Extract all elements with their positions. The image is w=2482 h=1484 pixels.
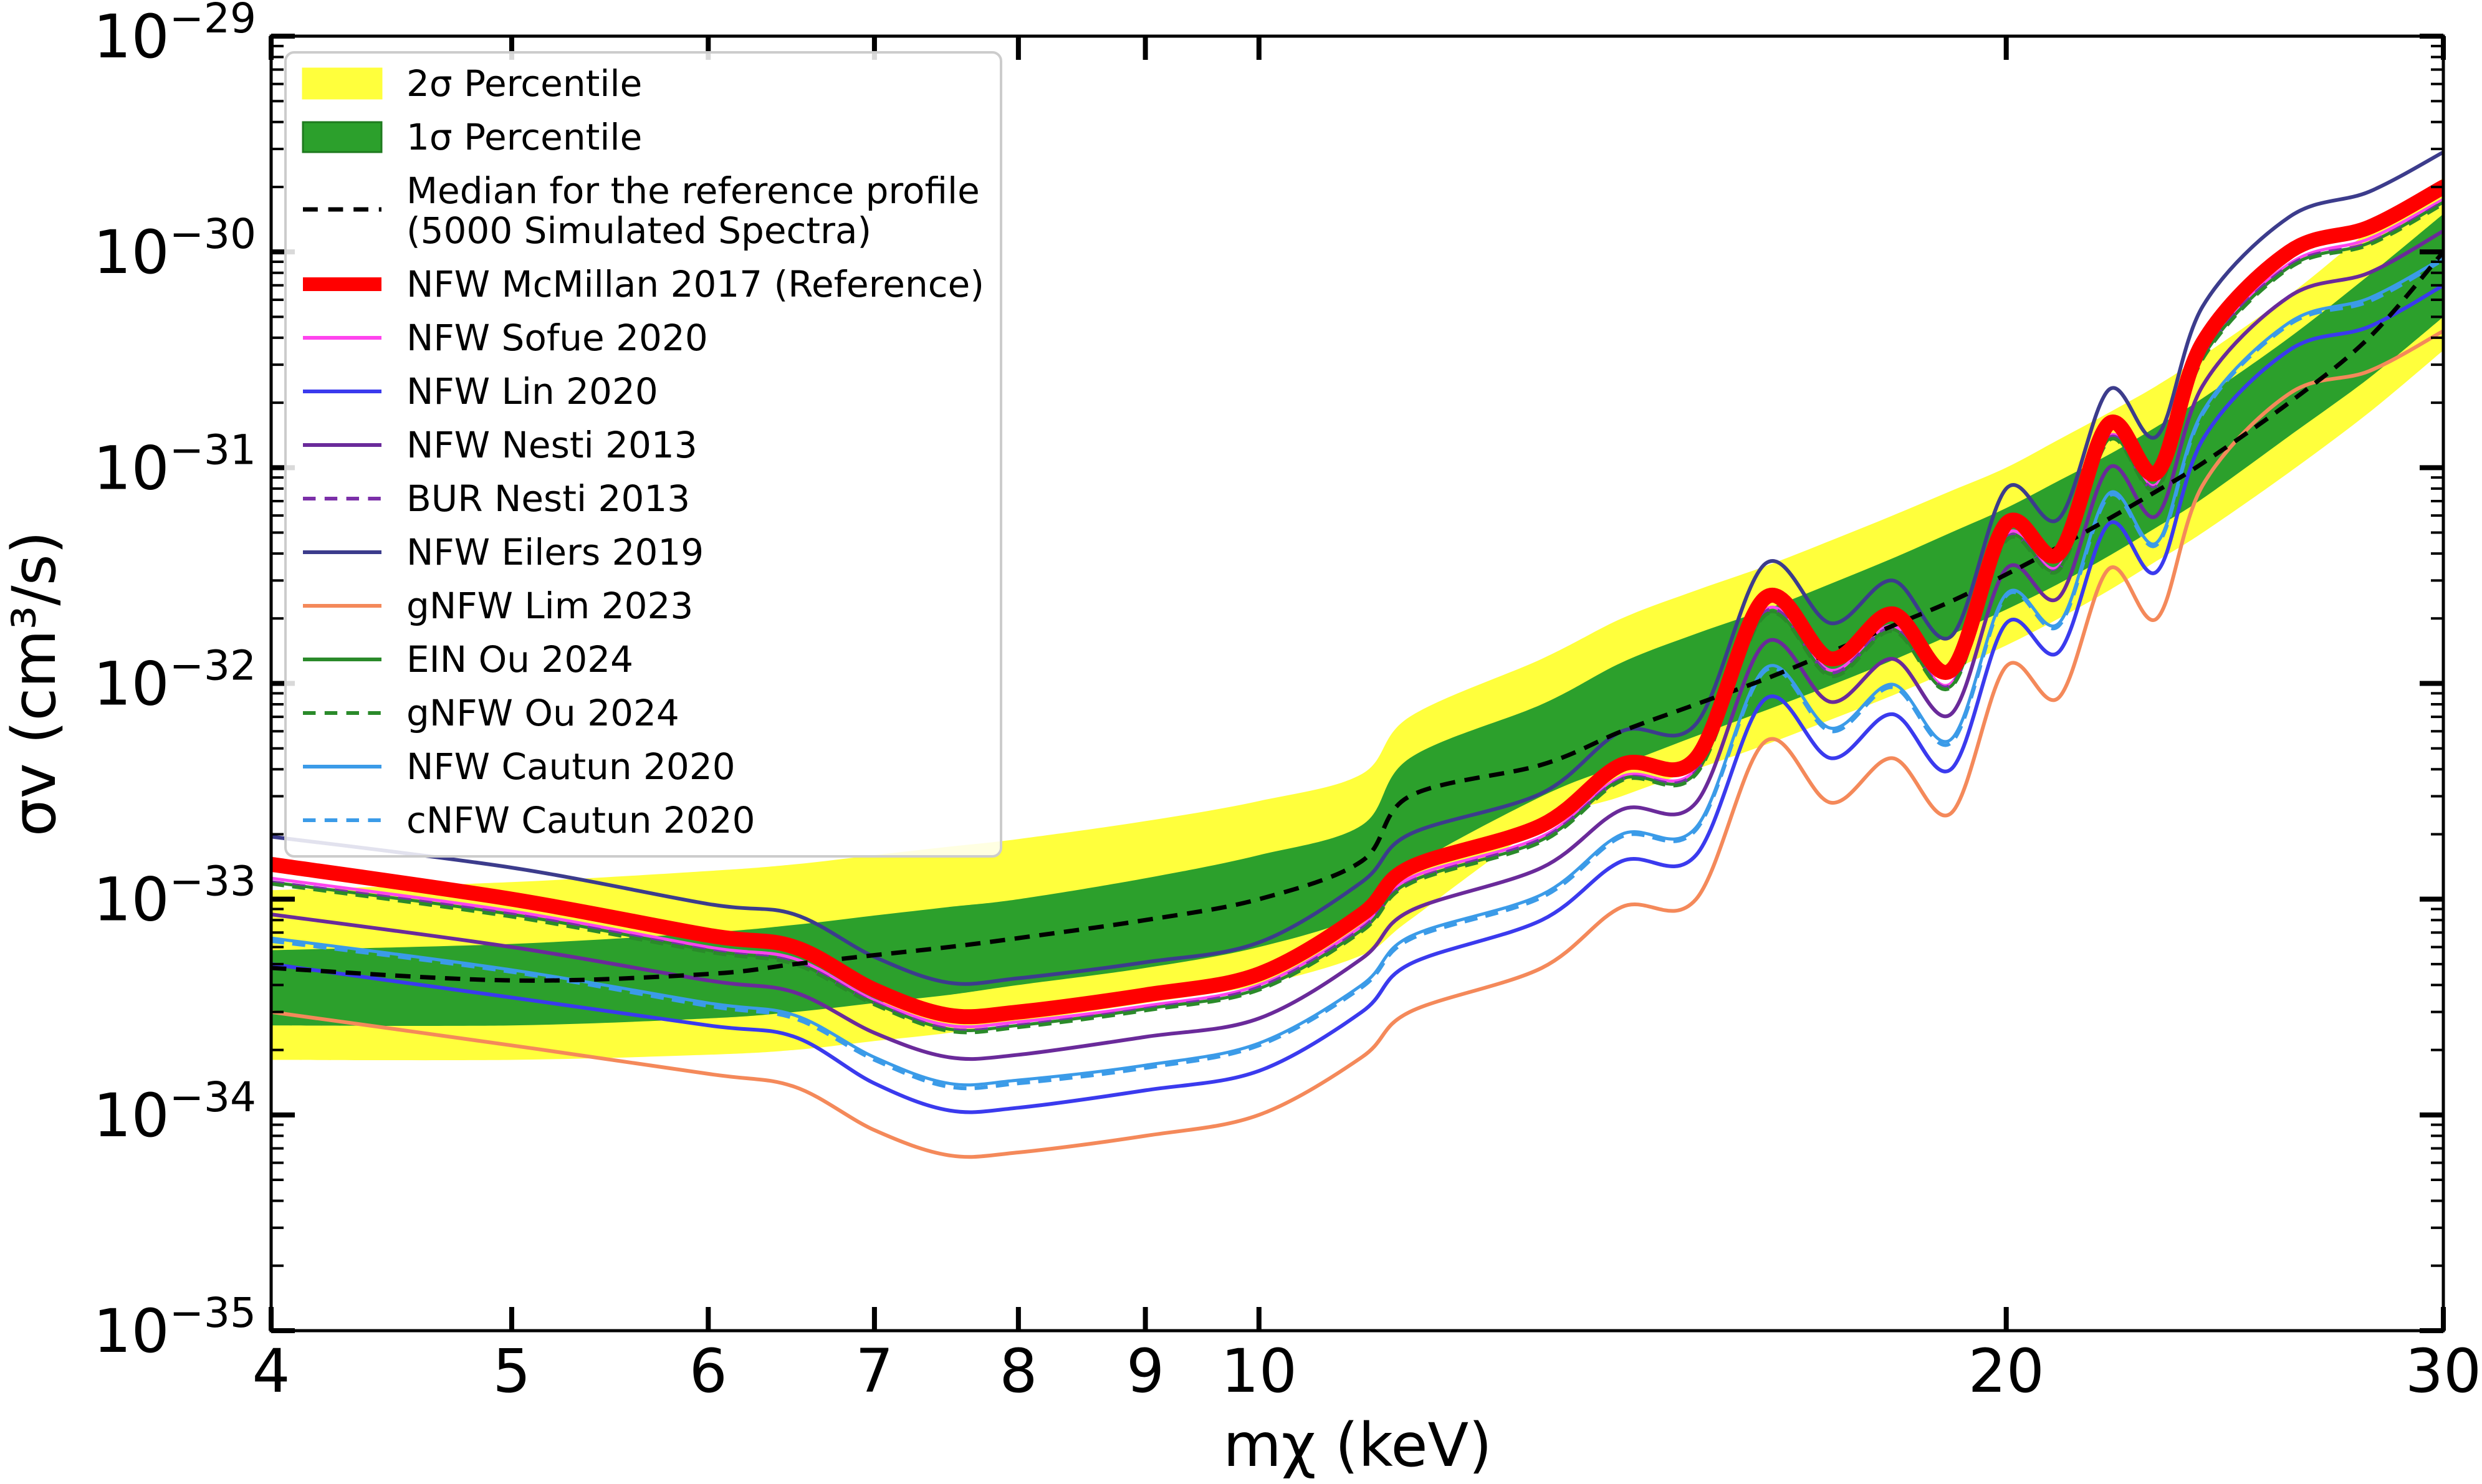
x-axis-label: mχ (keV) (1223, 1410, 1492, 1480)
series-line-nfw-eilers-2019 (271, 150, 2443, 986)
legend-label: NFW Lin 2020 (406, 370, 658, 413)
legend-label: cNFW Cautun 2020 (406, 799, 755, 841)
series-line-nfw-mcmillan-2017-reference (271, 180, 2443, 1025)
y-axis-label: σv (cm³/s) (0, 531, 69, 836)
tick-labels-layer: 4 5 6 7 8 9 10 20 30 10−35 10−34 10−33 10−32 10−31 10−… (93, 0, 2482, 1406)
y-tick-label: 10−30 (93, 210, 256, 287)
legend-label: 2σ Percentile (406, 62, 642, 105)
legend-label: NFW McMillan 2017 (Reference) (406, 263, 984, 305)
series-line-nfw-lin-2020 (271, 283, 2443, 1114)
x-tick-label: 6 (689, 1336, 727, 1406)
x-tick-label: 8 (999, 1336, 1037, 1406)
legend-label: NFW Eilers 2019 (406, 531, 704, 573)
y-tick-label: 10−32 (93, 642, 256, 719)
series-line-gnfw-ou-2024 (271, 202, 2443, 1035)
y-tick-label: 10−29 (93, 0, 256, 72)
legend-label: BUR Nesti 2013 (406, 477, 690, 520)
x-tick-label: 10 (1221, 1336, 1297, 1406)
legend-swatch (302, 67, 383, 100)
x-tick-label: 4 (252, 1336, 290, 1406)
series-line-nfw-sofue-2020 (271, 198, 2443, 1029)
plot-frame (269, 34, 2445, 1333)
x-tick-label: 30 (2405, 1336, 2481, 1406)
series-line-gnfw-lim-2023 (271, 329, 2443, 1159)
x-tick-label: 7 (855, 1336, 893, 1406)
legend-label: 1σ Percentile (406, 116, 642, 158)
x-tick-label: 9 (1126, 1336, 1164, 1406)
legend-label: NFW Cautun 2020 (406, 745, 735, 788)
y-tick-label: 10−31 (93, 426, 256, 503)
legend-label: gNFW Ou 2024 (406, 692, 679, 734)
legend-label: EIN Ou 2024 (406, 638, 633, 681)
x-tick-label: 20 (1968, 1336, 2044, 1406)
y-tick-label: 10−35 (93, 1289, 256, 1366)
y-tick-label: 10−33 (93, 858, 256, 935)
legend-label: NFW Nesti 2013 (406, 424, 697, 466)
series-line-cnfw-cautun-2020 (271, 258, 2443, 1091)
legend-label: NFW Sofue 2020 (406, 317, 708, 359)
series-line-nfw-nesti-2013 (271, 229, 2443, 1061)
y-tick-label: 10−34 (93, 1073, 256, 1151)
legend-label: gNFW Lim 2023 (406, 585, 693, 627)
legend-label: Median for the reference profile (406, 170, 980, 212)
legend-items: 2σ Percentile 1σ Percentile Median for the… (302, 62, 984, 841)
legend-swatch (302, 121, 383, 153)
x-tick-label: 5 (492, 1336, 530, 1406)
plot-area (271, 150, 2443, 1159)
lines-layer (271, 150, 2443, 1159)
legend-label: (5000 Simulated Spectra) (406, 209, 871, 252)
legend: 2σ Percentile 1σ Percentile Median for the… (284, 51, 1002, 858)
legend-frame (284, 51, 1002, 858)
